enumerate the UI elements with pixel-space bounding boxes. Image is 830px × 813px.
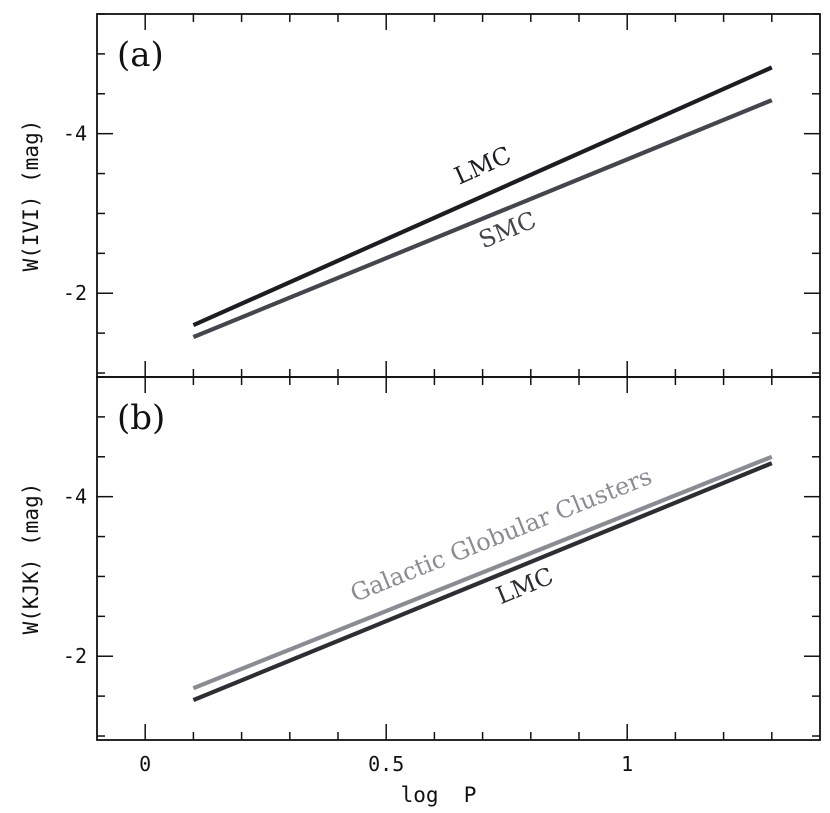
panel-b-y-axis-title: W(KJK) (mag) (19, 483, 43, 635)
panel-a-ticks (97, 13, 820, 377)
x-tick-label: 1 (621, 752, 633, 776)
panel-a-y-axis-title: W(IVI) (mag) (19, 120, 43, 272)
panel-a-tag: (a) (117, 35, 164, 75)
panel-a-y-tick-label: -2 (63, 281, 87, 305)
panel-a-y-tick-label: -4 (63, 122, 87, 146)
series-line-smc (192, 98, 773, 340)
x-tick-label: 0 (139, 752, 151, 776)
x-axis-title: log P (401, 783, 477, 807)
series-line-lmc (192, 65, 773, 328)
panel-b-y-tick-label: -2 (63, 644, 87, 668)
panel-b-y-tick-label: -4 (63, 485, 87, 509)
series-label-lmc: LMC (450, 141, 515, 191)
panel-a-frame (96, 13, 821, 378)
panel-b-ticks (97, 376, 820, 740)
panel-b-tag: (b) (117, 398, 165, 438)
series-label-lmc: LMC (492, 562, 557, 610)
panel-b-lines (192, 454, 773, 703)
series-line-galactic-globular-clusters (192, 454, 773, 691)
panel-a: (a) W(IVI) (mag) -4 -2 LMC SMC (19, 13, 821, 378)
panel-b-frame (96, 376, 821, 741)
panel-b: (b) W(KJK) (mag) -4 -2 0 0.5 1 log P Gal… (19, 376, 821, 807)
x-tick-label: 0.5 (368, 752, 404, 776)
panel-a-lines (192, 65, 773, 340)
series-label-smc: SMC (475, 206, 541, 254)
series-line-lmc (192, 461, 773, 703)
